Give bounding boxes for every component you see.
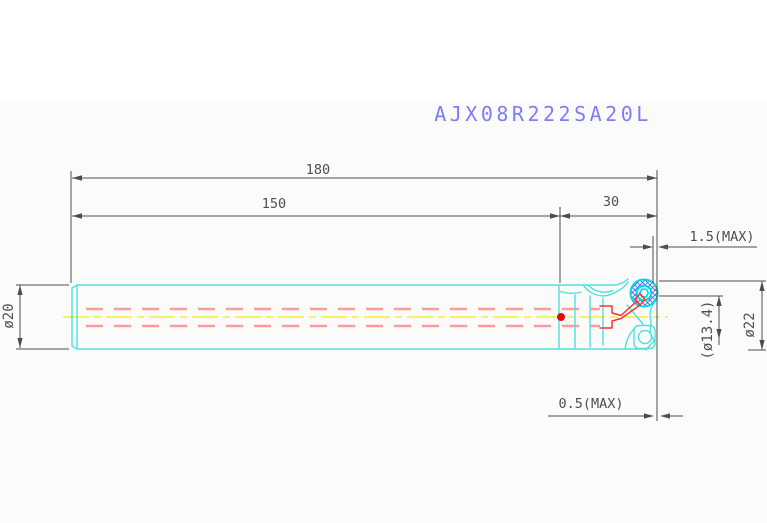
lower-insert-screw	[637, 329, 653, 345]
dim-label-neck-diameter: (ø13.4)	[700, 300, 716, 359]
lower-insert-pocket	[633, 324, 656, 350]
model-number-title: AJX08R222SA20L	[434, 102, 652, 126]
canvas-background-lower	[0, 102, 767, 523]
dim-label-top-offset-max: 1.5(MAX)	[689, 229, 754, 245]
extension-lines	[16, 170, 766, 421]
coolant-nozzle-tip	[634, 292, 646, 306]
dim-label-bottom-offset-max: 0.5(MAX)	[558, 396, 623, 412]
dimension-lines	[19, 177, 763, 417]
coolant-hidden-lines	[86, 307, 600, 328]
dim-label-head-length: 30	[603, 194, 619, 210]
coolant-nozzle-path	[599, 300, 641, 329]
coolant-port-dot	[557, 313, 565, 321]
tool-outline	[71, 278, 656, 351]
dim-label-shank-diameter: ø20	[1, 303, 17, 328]
dim-label-overall-length: 180	[306, 162, 330, 178]
coolant-nozzle	[599, 292, 646, 329]
shank-body-outline	[71, 278, 647, 350]
dim-label-cutting-diameter: ø22	[742, 312, 758, 337]
dimension-annotations	[16, 170, 766, 421]
dim-label-shank-length: 150	[262, 196, 286, 212]
